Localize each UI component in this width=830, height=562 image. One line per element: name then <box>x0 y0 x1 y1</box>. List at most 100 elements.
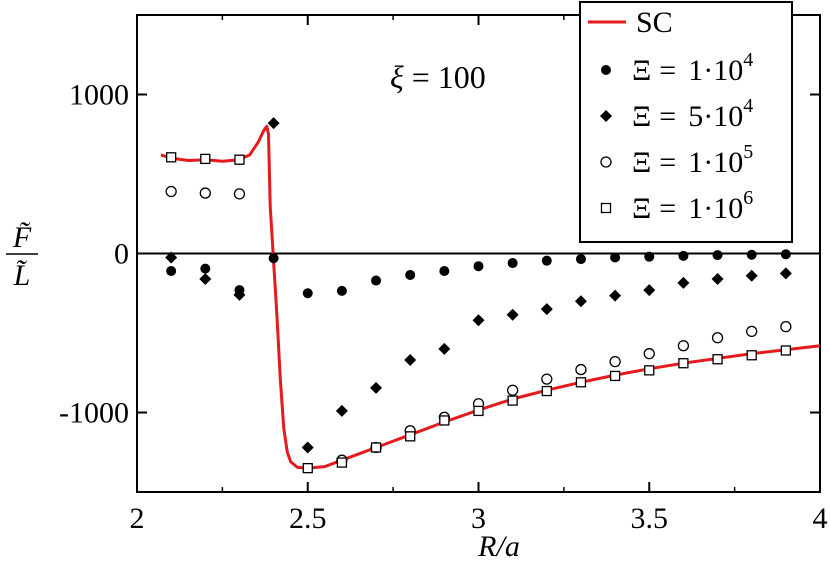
data-point <box>780 249 791 260</box>
x-tick-label: 4 <box>813 502 828 535</box>
y-axis-label-numerator: F̃ <box>12 221 32 254</box>
data-point <box>302 288 313 299</box>
data-point <box>507 384 519 396</box>
data-point <box>746 325 758 338</box>
data-point <box>200 153 211 165</box>
y-tick-label: 1000 <box>69 79 129 112</box>
data-point <box>439 265 450 276</box>
data-point <box>746 249 757 260</box>
data-point <box>370 381 383 394</box>
data-point <box>439 415 450 426</box>
data-point <box>745 269 758 282</box>
data-point <box>165 251 178 264</box>
data-point <box>643 348 655 360</box>
data-point <box>678 250 689 261</box>
data-point <box>609 355 621 368</box>
legend-swatch <box>600 156 612 168</box>
data-point <box>711 332 724 344</box>
series-square-open <box>165 152 791 474</box>
data-point <box>302 462 313 474</box>
data-point <box>404 354 417 367</box>
data-point <box>507 258 518 269</box>
x-tick-label: 2.5 <box>289 502 327 535</box>
data-point <box>335 404 348 417</box>
legend-label: Ξ = 1·105 <box>632 141 753 179</box>
data-point <box>575 377 587 388</box>
data-point <box>677 276 690 289</box>
x-tick-label: 2 <box>130 502 145 535</box>
data-point <box>540 303 553 316</box>
data-point <box>199 272 212 285</box>
legend-label: Ξ = 5·104 <box>632 95 753 133</box>
series-diamond-filled <box>165 117 792 454</box>
axis-tick-labels: 2 2.5 3 3.5 4 -1000 0 1000 <box>59 79 828 536</box>
data-point <box>301 441 314 454</box>
data-point <box>268 253 279 264</box>
legend-swatch <box>600 202 612 214</box>
annotation-symbol: ξ <box>390 59 404 95</box>
data-point <box>711 272 724 285</box>
x-tick-label: 3 <box>471 502 486 535</box>
data-point <box>233 188 246 200</box>
data-point <box>506 308 519 321</box>
legend-swatch <box>600 110 612 122</box>
x-tick-label: 3.5 <box>631 502 669 535</box>
data-point <box>371 275 382 286</box>
legend-swatch <box>601 65 611 75</box>
data-point <box>405 269 416 280</box>
data-point <box>267 117 280 130</box>
x-axis-label: R/a <box>477 530 520 562</box>
data-point <box>438 342 451 355</box>
annotation-text: = 100 <box>404 59 486 95</box>
legend-label: Ξ = 1·104 <box>632 49 753 87</box>
data-point <box>165 152 177 163</box>
data-point <box>473 405 484 417</box>
legend-label: Ξ = 1·106 <box>632 187 753 225</box>
data-point <box>165 185 177 198</box>
data-point <box>644 251 655 262</box>
data-point <box>780 345 791 356</box>
data-point <box>473 261 484 272</box>
data-point <box>677 340 690 352</box>
data-point <box>609 289 622 302</box>
legend: SC Ξ = 1·104 Ξ = 5·104 Ξ = 1·105 Ξ = 1·106 <box>579 1 793 243</box>
data-point <box>643 284 656 297</box>
legend-label-sc: SC <box>636 6 673 39</box>
series-circle-filled <box>166 249 791 299</box>
data-point <box>574 295 587 308</box>
data-point <box>370 442 382 453</box>
y-tick-label: 0 <box>114 238 129 271</box>
data-point <box>678 358 689 369</box>
data-point <box>200 263 211 274</box>
data-point <box>405 431 416 442</box>
data-point <box>609 370 621 382</box>
data-point <box>746 350 757 361</box>
data-point <box>610 252 621 263</box>
data-point <box>780 320 792 333</box>
data-point <box>575 363 587 376</box>
data-point <box>541 373 553 385</box>
data-point <box>541 385 552 397</box>
data-point <box>779 267 792 280</box>
y-axis-label-denominator: L̃ <box>13 259 31 292</box>
data-point <box>644 365 655 376</box>
data-point <box>541 255 552 266</box>
data-point <box>507 395 518 406</box>
data-point <box>233 288 246 301</box>
annotation: ξ = 100 <box>390 59 486 95</box>
data-point <box>336 457 348 468</box>
y-axis-label: F̃ L̃ <box>6 221 38 292</box>
y-tick-label: -1000 <box>59 397 129 430</box>
legend-box <box>579 1 793 243</box>
data-point <box>712 354 723 365</box>
series-circle-open <box>165 185 792 466</box>
data-point <box>712 250 723 261</box>
data-point <box>336 285 347 296</box>
data-point <box>472 314 485 327</box>
data-point <box>575 254 586 265</box>
data-point <box>234 154 245 165</box>
series-layer <box>160 117 821 474</box>
data-point <box>199 187 211 199</box>
data-point <box>166 265 177 276</box>
